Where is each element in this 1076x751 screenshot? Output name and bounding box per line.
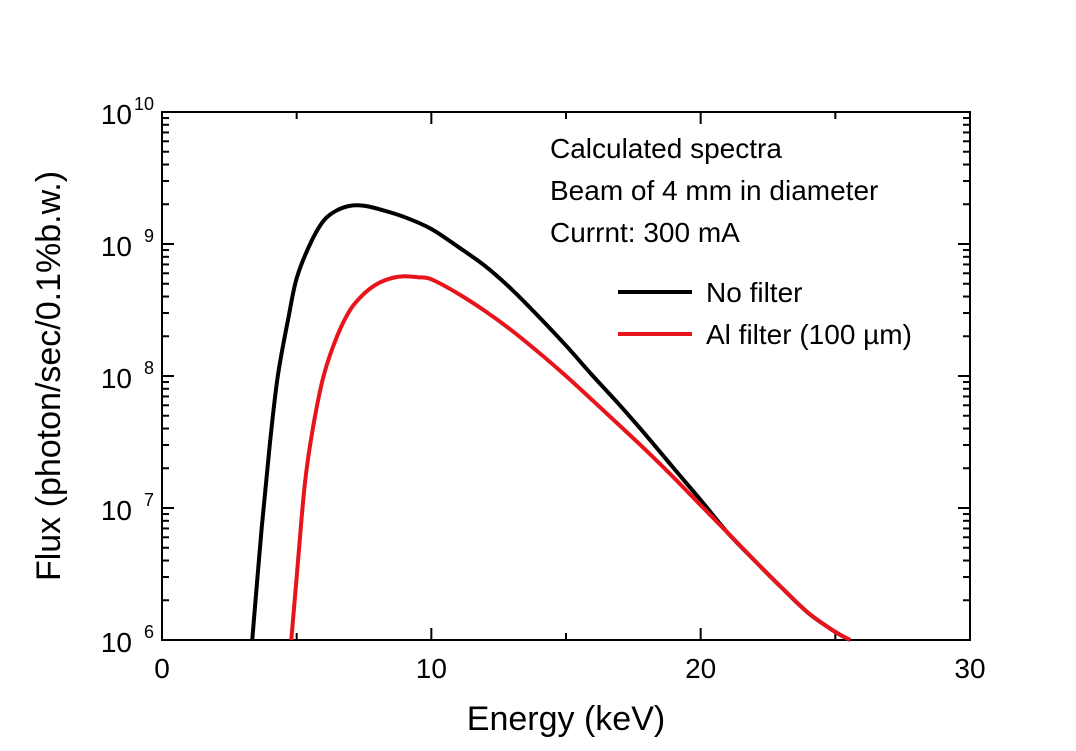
legend: No filter Al filter (100 µm) xyxy=(618,277,912,350)
y-tick-label: 10 xyxy=(101,99,132,130)
y-tick-label: 10 xyxy=(101,363,132,394)
x-tick-label: 10 xyxy=(416,653,447,684)
axis-ticks xyxy=(161,111,971,641)
y-tick-exponent: 8 xyxy=(144,358,154,378)
y-axis-title: Flux (photon/sec/0.1%b.w.) xyxy=(30,171,68,581)
x-axis-title: Energy (keV) xyxy=(467,700,665,738)
annotation-line-2: Beam of 4 mm in diameter xyxy=(550,175,878,206)
legend-label-al-filter: Al filter (100 µm) xyxy=(706,319,912,350)
y-tick-exponent: 9 xyxy=(144,226,154,246)
y-tick-exponent: 6 xyxy=(144,622,154,642)
y-tick-exponent: 7 xyxy=(144,490,154,510)
series-line-no-filter xyxy=(250,203,852,642)
y-tick-label: 10 xyxy=(101,627,132,658)
y-tick-label: 10 xyxy=(101,495,132,526)
annotation-line-1: Calculated spectra xyxy=(550,133,782,164)
annotation-line-3: Currnt: 300 mA xyxy=(550,217,740,248)
y-tick-label: 10 xyxy=(101,231,132,262)
x-tick-label: 0 xyxy=(154,653,170,684)
y-tick-exponent: 10 xyxy=(134,94,154,114)
x-tick-label: 30 xyxy=(954,653,985,684)
legend-label-no-filter: No filter xyxy=(706,277,802,308)
series-line-al-filter xyxy=(289,274,852,642)
x-tick-label: 20 xyxy=(685,653,716,684)
series-layer xyxy=(250,203,852,642)
